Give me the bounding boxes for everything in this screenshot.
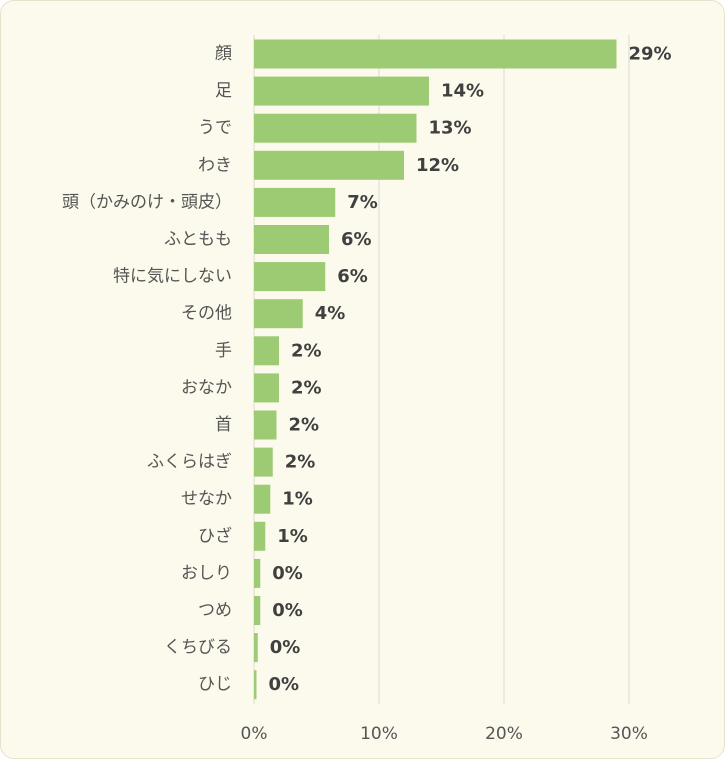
bar: [254, 596, 261, 625]
bar: [254, 521, 266, 551]
bar: [254, 336, 279, 366]
bar: [254, 633, 258, 663]
category-label: つめ: [198, 601, 232, 621]
category-label: 足: [215, 81, 232, 101]
data-label: 6%: [337, 266, 368, 287]
data-label: 2%: [291, 340, 322, 361]
data-label: 14%: [441, 81, 484, 102]
bar: [254, 225, 329, 254]
data-label: 6%: [341, 229, 372, 250]
x-tick-label: 10%: [360, 724, 398, 744]
bar: [254, 113, 417, 143]
category-label: くちびる: [164, 638, 232, 658]
bar: [254, 447, 273, 477]
x-tick-label: 20%: [485, 724, 523, 744]
data-label: 0%: [272, 563, 303, 584]
category-label: ふともも: [164, 230, 232, 250]
data-label: 0%: [272, 600, 303, 621]
data-label: 2%: [289, 415, 320, 436]
category-label: ひじ: [198, 675, 232, 695]
bar: [254, 410, 277, 440]
data-label: 1%: [277, 526, 308, 547]
bar: [254, 187, 336, 217]
category-label: ふくらはぎ: [147, 452, 232, 472]
data-label: 7%: [347, 192, 378, 213]
bar: [254, 262, 326, 292]
data-label: 0%: [270, 637, 301, 658]
category-label: わき: [198, 155, 232, 175]
category-label: せなか: [181, 489, 232, 509]
category-label: その他: [181, 304, 232, 324]
data-label: 2%: [285, 452, 316, 473]
bar: [254, 373, 279, 403]
bar: [254, 39, 617, 69]
data-label: 29%: [629, 44, 672, 65]
category-label: 首: [215, 415, 232, 435]
category-label: 頭（かみのけ・頭皮）: [62, 192, 232, 212]
category-label: おしり: [181, 563, 232, 583]
data-label: 0%: [269, 674, 300, 695]
category-label: おなか: [181, 378, 232, 398]
category-label: 手: [215, 341, 232, 361]
bar: [254, 484, 271, 514]
data-label: 2%: [291, 377, 322, 398]
bar: [254, 76, 429, 106]
category-label: 特に気にしない: [113, 267, 232, 287]
bar: [254, 670, 257, 700]
x-tick-label: 0%: [241, 724, 268, 744]
category-label: 顔: [215, 44, 232, 64]
data-label: 4%: [315, 303, 346, 324]
data-label: 1%: [282, 489, 313, 510]
bar: [254, 299, 303, 329]
category-label: うで: [198, 118, 232, 138]
category-label: ひざ: [198, 525, 232, 546]
data-label: 12%: [416, 155, 459, 176]
bar: [254, 150, 404, 180]
bar: [254, 558, 261, 588]
data-label: 13%: [429, 118, 472, 139]
x-tick-label: 30%: [610, 724, 648, 744]
